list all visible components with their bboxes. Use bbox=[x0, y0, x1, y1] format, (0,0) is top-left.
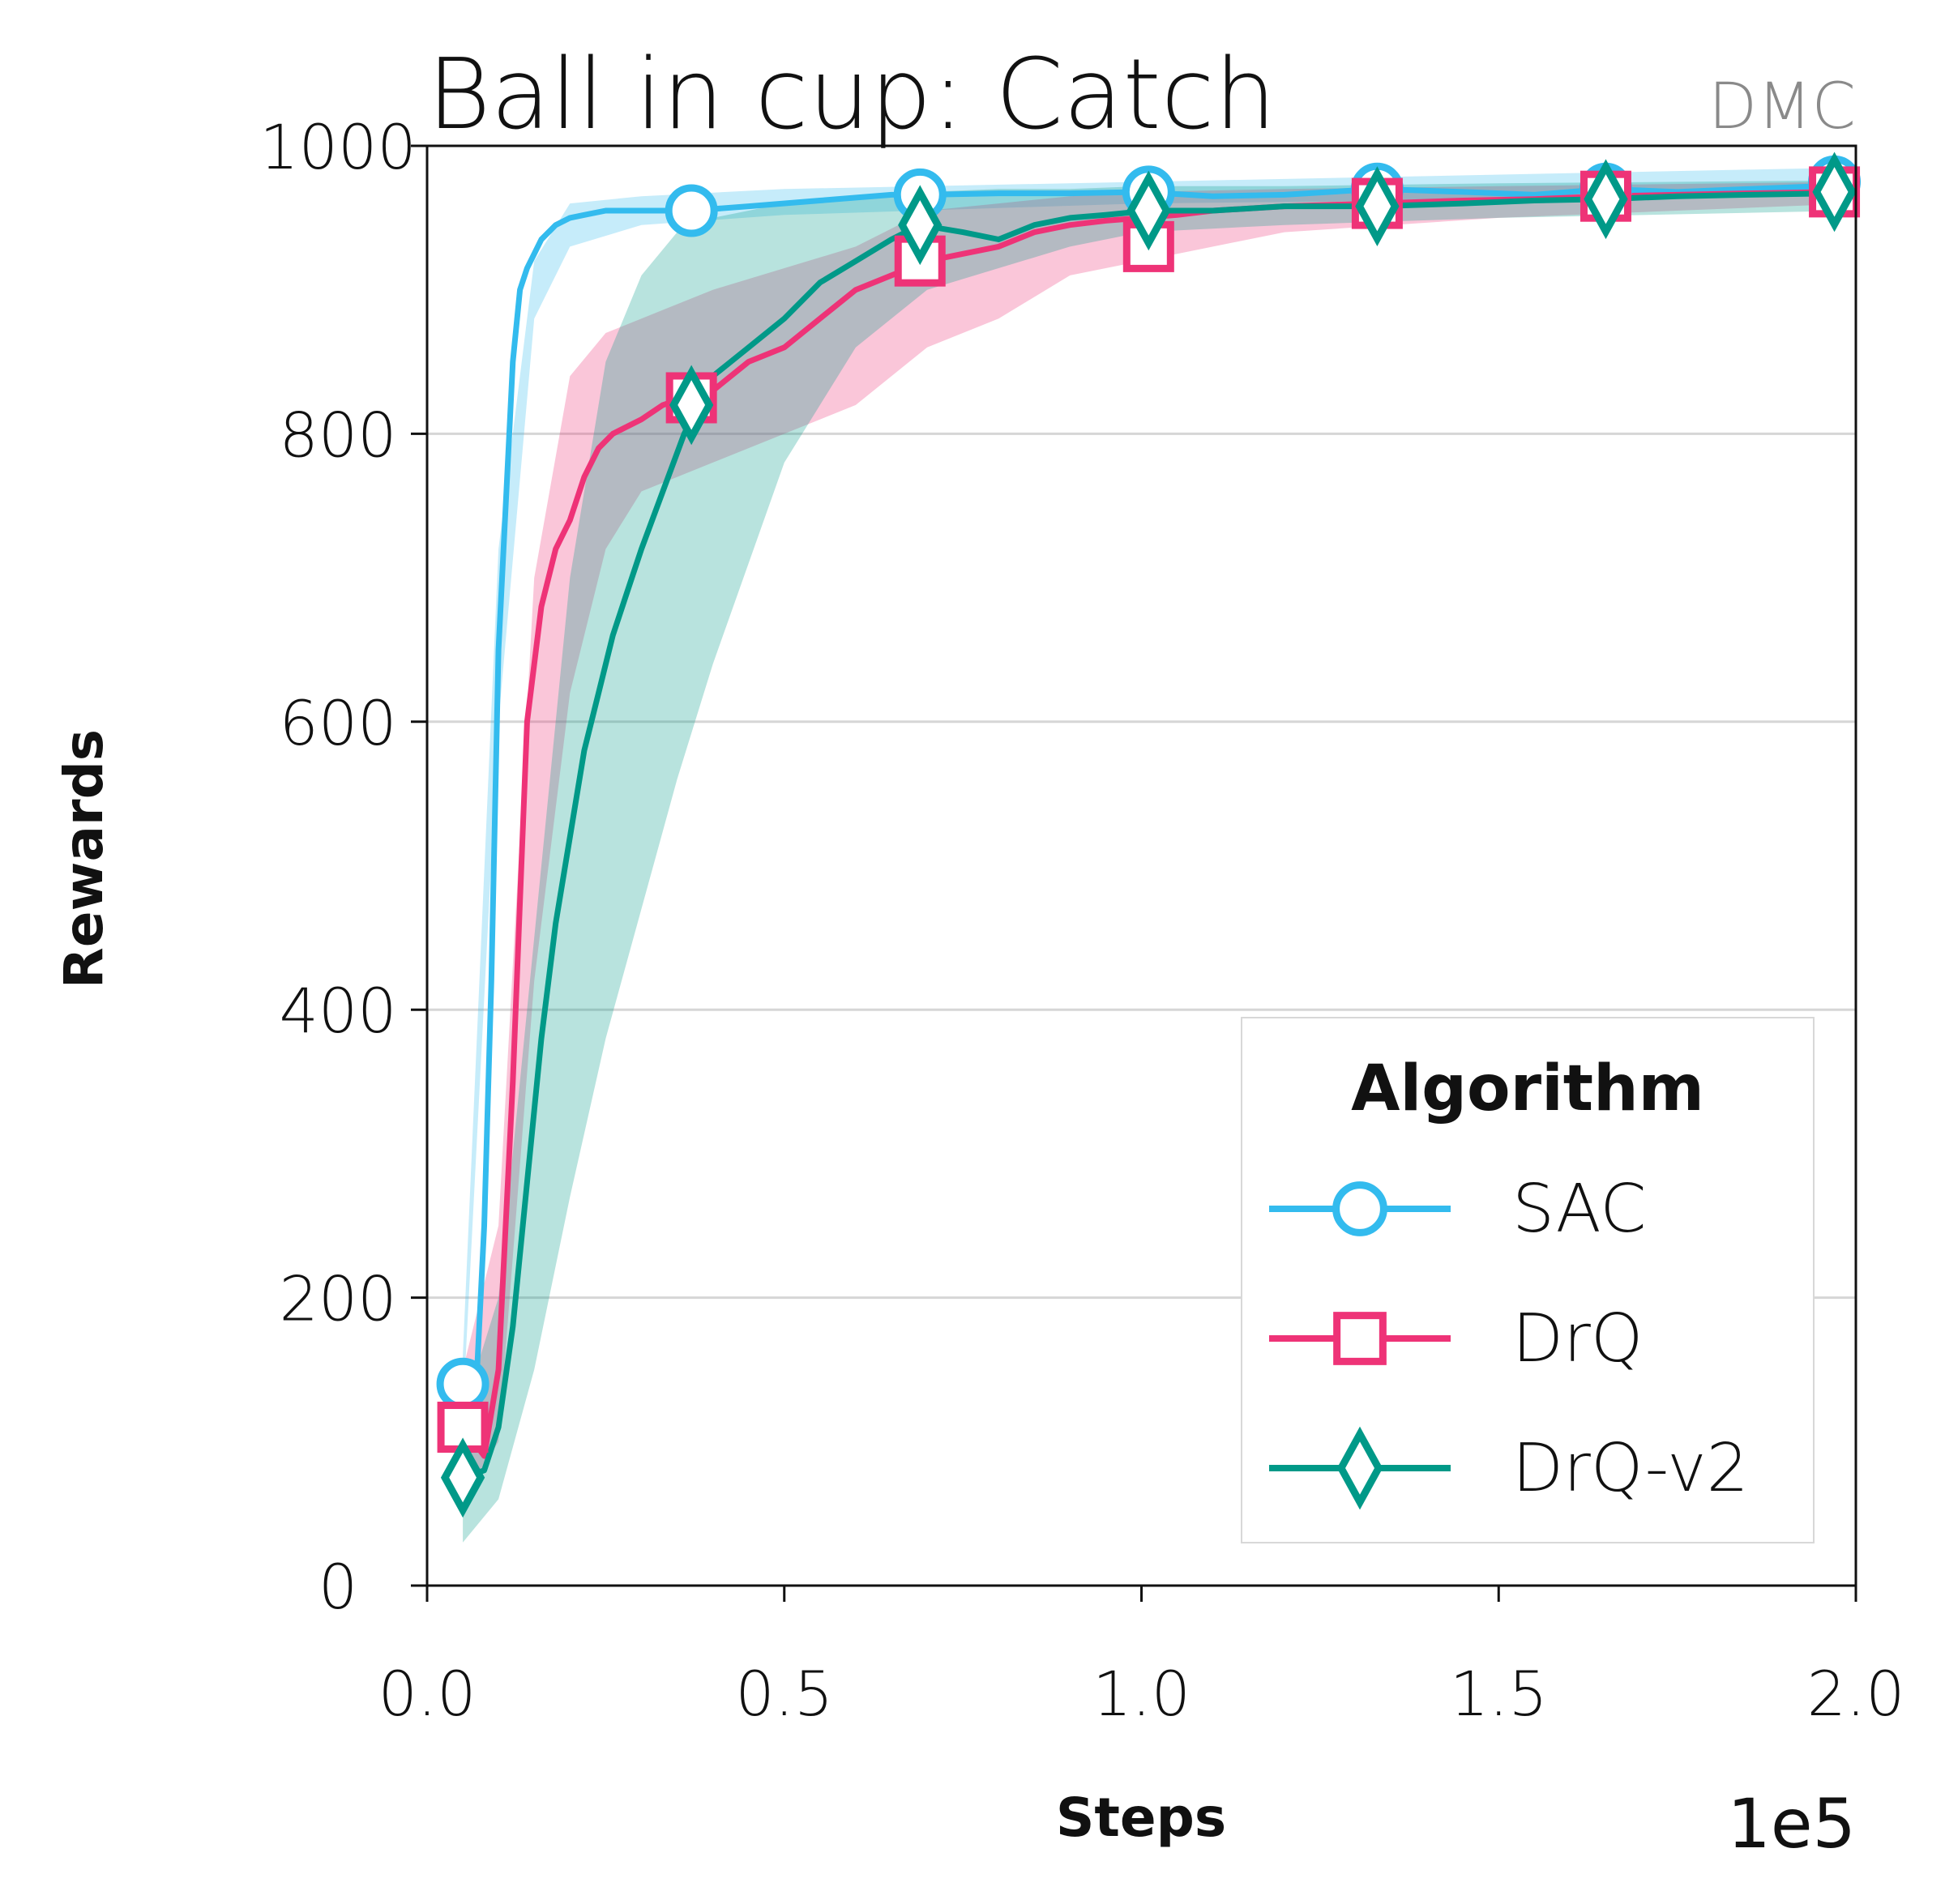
axes bbox=[411, 144, 1857, 1602]
marker-drq-v2-5 bbox=[1584, 159, 1628, 240]
marker-sac-1 bbox=[665, 184, 718, 237]
line-sac bbox=[460, 178, 1857, 1386]
x-tick-label-0: 0.0 bbox=[378, 1658, 477, 1730]
marker-drq-v2-2 bbox=[898, 185, 943, 266]
y-tick-label-0: 0 bbox=[318, 1551, 357, 1623]
legend-label-drq-v2: DrQ-v2 bbox=[1512, 1430, 1749, 1507]
y-tick-label-4: 800 bbox=[279, 399, 396, 471]
y-tick-label-3: 600 bbox=[279, 687, 396, 759]
x-tick-label-2: 1.0 bbox=[1092, 1658, 1191, 1730]
x-tick-label-4: 2.0 bbox=[1807, 1658, 1905, 1730]
series-lines bbox=[460, 178, 1857, 1481]
legend-marker-drq-v2 bbox=[1336, 1426, 1383, 1510]
y-tick-label-2: 400 bbox=[279, 975, 396, 1047]
marker-sac-0 bbox=[436, 1357, 489, 1411]
legend-label-sac: SAC bbox=[1512, 1171, 1646, 1248]
marker-drq-v2-1 bbox=[669, 365, 714, 446]
x-tick-label-1: 0.5 bbox=[735, 1658, 833, 1730]
y-tick-label-1: 200 bbox=[279, 1263, 396, 1335]
line-drq-v2 bbox=[461, 189, 1857, 1481]
x-axis-label: Steps bbox=[1056, 1787, 1226, 1849]
line-drq bbox=[460, 186, 1857, 1459]
marker-drq-v2-6 bbox=[1812, 152, 1857, 233]
chart-title: Ball in cup: Catch bbox=[427, 39, 1276, 152]
marker-drq-v2-3 bbox=[1126, 170, 1171, 251]
tick-labels: 0.0 0.5 1.0 1.5 2.0 0 200 400 600 800 1000 bbox=[259, 111, 1904, 1730]
x-scale-exponent: 1e5 bbox=[1727, 1784, 1856, 1863]
legend-label-drq: DrQ bbox=[1512, 1300, 1643, 1377]
x-tick-label-3: 1.5 bbox=[1450, 1658, 1548, 1730]
marker-drq-v2-0 bbox=[440, 1437, 485, 1518]
marker-drq-v2-4 bbox=[1355, 166, 1400, 246]
legend-frame bbox=[1241, 1017, 1815, 1543]
legend: Algorithm SAC DrQ DrQ-v2 bbox=[1241, 1017, 1815, 1543]
legend-marker-sac bbox=[1332, 1181, 1387, 1236]
y-axis-label: Rewards bbox=[53, 729, 115, 988]
series-markers bbox=[436, 152, 1862, 1518]
legend-title: Algorithm bbox=[1351, 1052, 1704, 1125]
source-badge: DMC bbox=[1708, 70, 1856, 143]
legend-marker-drq bbox=[1333, 1312, 1387, 1365]
y-tick-label-5: 1000 bbox=[259, 111, 416, 183]
